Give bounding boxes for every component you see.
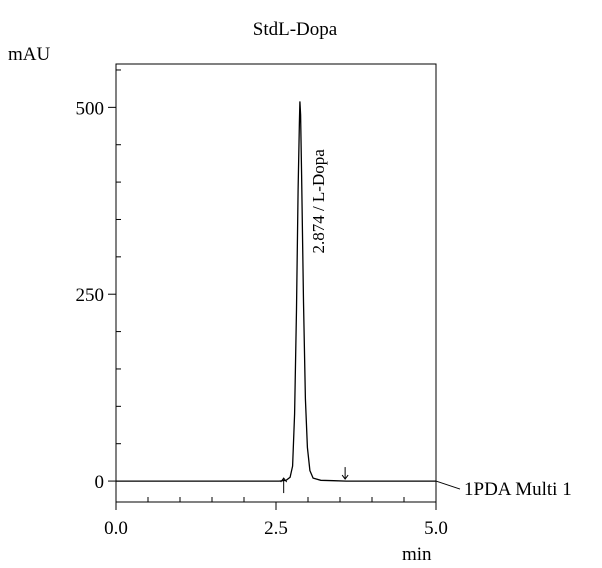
y-tick-label: 500 — [76, 98, 105, 119]
arrow-down-icon — [341, 474, 349, 480]
minor-ticks — [116, 69, 405, 502]
integration-markers — [280, 467, 349, 494]
chart-title: StdL-Dopa — [253, 19, 338, 40]
y-axis-ticks: 0 250 500 — [76, 98, 116, 493]
chromatogram-trace — [116, 101, 436, 482]
peak-annotation: 2.874 / L-Dopa — [309, 149, 328, 254]
plot-frame — [115, 63, 437, 503]
y-tick-label: 0 — [95, 472, 105, 493]
trace-label: 1PDA Multi 1 — [464, 479, 572, 500]
x-tick-label: 2.5 — [264, 518, 288, 539]
x-tick-label: 0.0 — [104, 518, 128, 539]
x-axis-ticks: 0.0 2.5 5.0 — [104, 502, 448, 539]
trace-label-leader — [435, 480, 461, 490]
x-axis-unit: min — [402, 544, 432, 565]
y-tick-label: 250 — [76, 285, 105, 306]
arrow-up-icon — [280, 477, 288, 483]
x-tick-label: 5.0 — [424, 518, 448, 539]
y-axis-unit: mAU — [8, 44, 51, 65]
